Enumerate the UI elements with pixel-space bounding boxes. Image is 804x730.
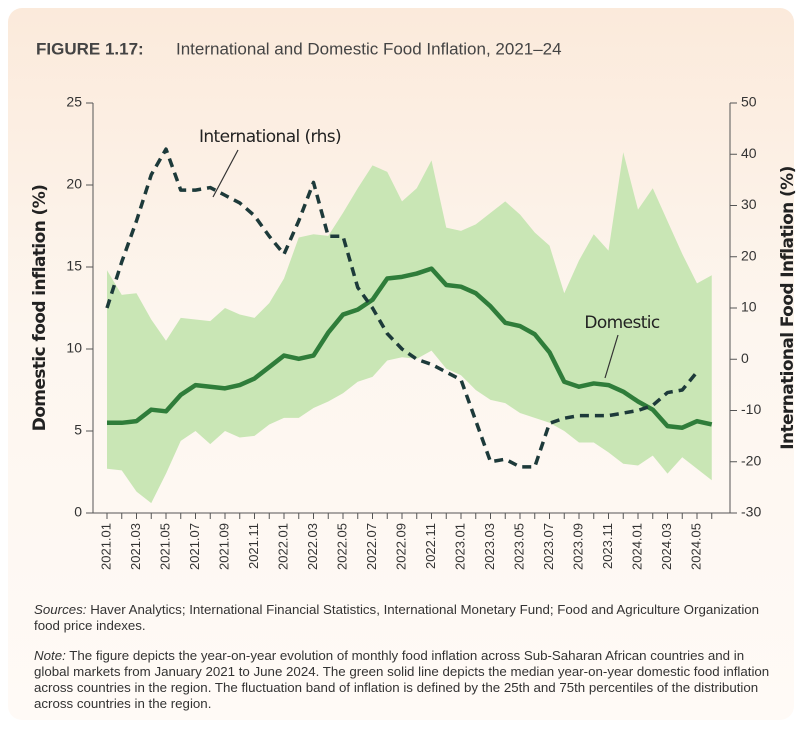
series-line (105, 147, 699, 469)
y-axis-label: Domestic food inflation (%) (30, 185, 50, 432)
y-tick-label: 10 (66, 340, 82, 356)
series-line (107, 266, 713, 430)
annotation-leader (212, 149, 239, 198)
x-tick-label: 2023.01 (452, 523, 467, 570)
y-tick-label: 20 (66, 176, 82, 192)
sources: Sources: Haver Analytics; International … (34, 602, 774, 634)
note: Note: The figure depicts the year-on-yea… (34, 648, 774, 712)
x-tick-label: 2023.09 (570, 523, 585, 570)
x-tick-label: 2021.01 (98, 523, 113, 570)
x-tick-label: 2021.03 (128, 523, 143, 570)
y2-tick-label: 10 (741, 299, 757, 315)
series-annotation: International (rhs) (199, 127, 341, 147)
y-tick-label: 25 (66, 94, 82, 110)
chart-title: International and Domestic Food Inflatio… (176, 39, 562, 58)
y2-tick-label: 20 (741, 247, 757, 263)
y2-tick-label: -20 (741, 452, 761, 468)
x-tick-label: 2023.03 (482, 523, 497, 570)
x-tick-label: 2021.07 (187, 523, 202, 570)
y2-tick-label: 50 (741, 94, 757, 110)
x-tick-label: 2022.09 (393, 523, 408, 570)
x-tick-label: 2023.07 (541, 523, 556, 570)
x-tick-label: 2022.03 (305, 523, 320, 570)
annotation-leader (604, 334, 619, 379)
note-text: The figure depicts the year-on-year evol… (34, 648, 770, 711)
x-tick-label: 2024.03 (659, 523, 674, 570)
x-tick-label: 2023.05 (511, 523, 526, 570)
y2-tick-label: 30 (741, 196, 757, 212)
note-label: Note: (34, 648, 66, 663)
series-annotation: Domestic (584, 313, 660, 333)
y-tick-label: 5 (74, 422, 82, 438)
y2-tick-label: 0 (741, 350, 749, 366)
x-tick-label: 2021.05 (157, 523, 172, 570)
sources-text: Haver Analytics; International Financial… (34, 602, 760, 633)
x-tick-label: 2022.05 (334, 523, 349, 570)
y2-axis-label: International Food Inflation (%) (778, 166, 798, 450)
x-tick-label: 2021.09 (216, 523, 231, 570)
y2-tick-label: -10 (741, 401, 761, 417)
chart: FIGURE 1.17: International and Domestic … (30, 39, 798, 570)
figure-label: FIGURE 1.17: (36, 39, 144, 58)
x-tick-label: 2022.01 (275, 523, 290, 570)
x-tick-label: 2022.11 (423, 523, 438, 569)
percentile-band (107, 152, 712, 504)
y-tick-label: 15 (66, 258, 82, 274)
x-tick-label: 2022.07 (364, 523, 379, 570)
x-tick-label: 2024.01 (629, 523, 644, 570)
y2-tick-label: 40 (741, 145, 757, 161)
x-tick-label: 2023.11 (600, 523, 615, 569)
y-tick-label: 0 (74, 504, 82, 520)
y2-tick-label: -30 (741, 504, 761, 520)
x-tick-label: 2021.11 (246, 523, 261, 569)
sources-label: Sources: (34, 602, 87, 617)
x-tick-label: 2024.05 (688, 523, 703, 570)
